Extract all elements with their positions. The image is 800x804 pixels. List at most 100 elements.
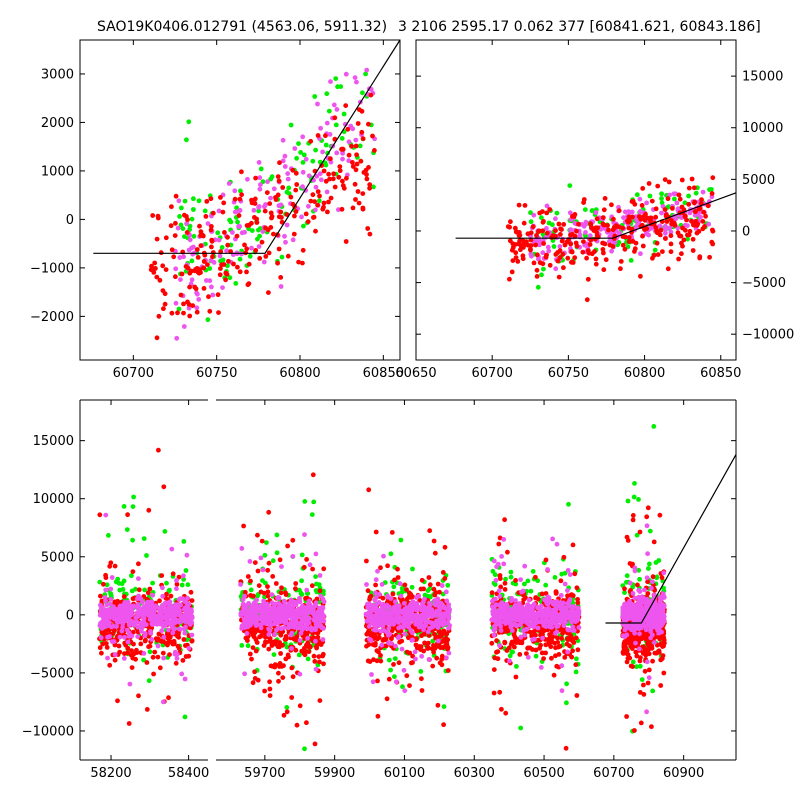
scatter-point-red (159, 639, 164, 644)
scatter-point-red (365, 177, 370, 182)
scatter-point-red (201, 266, 206, 271)
scatter-point-magenta (299, 631, 304, 636)
scatter-point-red (197, 224, 202, 229)
scatter-point-red (368, 659, 373, 664)
scatter-point-red (521, 256, 526, 261)
x-tick-label: 60750 (548, 366, 589, 381)
scatter-point-magenta (315, 102, 320, 107)
scatter-point-red (257, 583, 262, 588)
scatter-point-magenta (210, 293, 215, 298)
scatter-point-red (494, 650, 499, 655)
scatter-point-red (277, 179, 282, 184)
scatter-point-magenta (139, 621, 144, 626)
scatter-point-red (131, 642, 136, 647)
scatter-point-red (286, 254, 291, 259)
scatter-point-magenta (638, 209, 643, 214)
scatter-point-magenta (242, 230, 247, 235)
scatter-point-red (270, 214, 275, 219)
scatter-point-red (233, 197, 238, 202)
scatter-point-magenta (507, 659, 512, 664)
scatter-point-magenta (402, 601, 407, 606)
scatter-point-magenta (253, 602, 258, 607)
scatter-point-red (361, 136, 366, 141)
scatter-point-red (158, 278, 163, 283)
scatter-point-red (445, 643, 450, 648)
scatter-point-red (701, 210, 706, 215)
scatter-point-green (191, 207, 196, 212)
scatter-point-red (284, 637, 289, 642)
scatter-point-green (518, 726, 523, 731)
scatter-point-red (366, 122, 371, 127)
scatter-point-red (366, 165, 371, 170)
scatter-point-red (244, 246, 249, 251)
scatter-point-red (370, 134, 375, 139)
scatter-point-red (492, 667, 497, 672)
scatter-point-red (267, 639, 272, 644)
scatter-point-red (210, 254, 215, 259)
scatter-point-red (538, 643, 543, 648)
scatter-point-magenta (658, 224, 663, 229)
scatter-point-magenta (194, 305, 199, 310)
scatter-point-red (608, 243, 613, 248)
scatter-point-red (285, 544, 290, 549)
scatter-point-magenta (272, 632, 277, 637)
scatter-point-magenta (410, 630, 415, 635)
scatter-point-green (559, 572, 564, 577)
scatter-point-magenta (173, 266, 178, 271)
scatter-point-green (191, 196, 196, 201)
scatter-point-red (549, 235, 554, 240)
scatter-point-red (262, 689, 267, 694)
scatter-point-green (147, 678, 152, 683)
scatter-point-red (221, 210, 226, 215)
scatter-point-red (318, 698, 323, 703)
scatter-point-magenta (609, 249, 614, 254)
scatter-point-green (142, 536, 147, 541)
scatter-point-red (350, 160, 355, 165)
scatter-point-magenta (519, 590, 524, 595)
scatter-point-red (503, 711, 508, 716)
scatter-point-green (302, 746, 307, 751)
scatter-point-green (541, 267, 546, 272)
scatter-point-green (130, 538, 135, 543)
scatter-point-red (397, 660, 402, 665)
scatter-point-magenta (317, 616, 322, 621)
scatter-point-red (161, 306, 166, 311)
scatter-point-green (531, 569, 536, 574)
scatter-point-magenta (106, 623, 111, 628)
scatter-point-red (584, 256, 589, 261)
scatter-point-red (155, 237, 160, 242)
scatter-point-magenta (196, 297, 201, 302)
scatter-point-red (277, 247, 282, 252)
y-tick-label: 5000 (742, 173, 775, 188)
scatter-point-red (262, 643, 267, 648)
scatter-point-red (526, 646, 531, 651)
scatter-point-magenta (566, 568, 571, 573)
scatter-point-magenta (126, 600, 131, 605)
scatter-point-red (595, 216, 600, 221)
scatter-point-red (321, 661, 326, 666)
scatter-point-red (158, 665, 163, 670)
scatter-point-red (223, 277, 228, 282)
scatter-point-red (663, 207, 668, 212)
scatter-point-green (235, 220, 240, 225)
scatter-point-green (122, 504, 127, 509)
scatter-point-red (601, 222, 606, 227)
scatter-point-red (604, 257, 609, 262)
scatter-point-red (253, 560, 258, 565)
scatter-point-red (186, 654, 191, 659)
scatter-point-red (663, 236, 668, 241)
scatter-point-red (251, 680, 256, 685)
scatter-point-red (585, 297, 590, 302)
scatter-point-magenta (400, 647, 405, 652)
scatter-point-red (125, 512, 130, 517)
scatter-point-green (387, 658, 392, 663)
scatter-point-red (489, 641, 494, 646)
scatter-point-magenta (646, 233, 651, 238)
scatter-point-magenta (160, 585, 165, 590)
scatter-point-red (366, 487, 371, 492)
scatter-point-magenta (434, 620, 439, 625)
scatter-point-magenta (270, 592, 275, 597)
scatter-point-magenta (553, 216, 558, 221)
x-tick-label: 60850 (700, 366, 741, 381)
scatter-point-red (640, 234, 645, 239)
